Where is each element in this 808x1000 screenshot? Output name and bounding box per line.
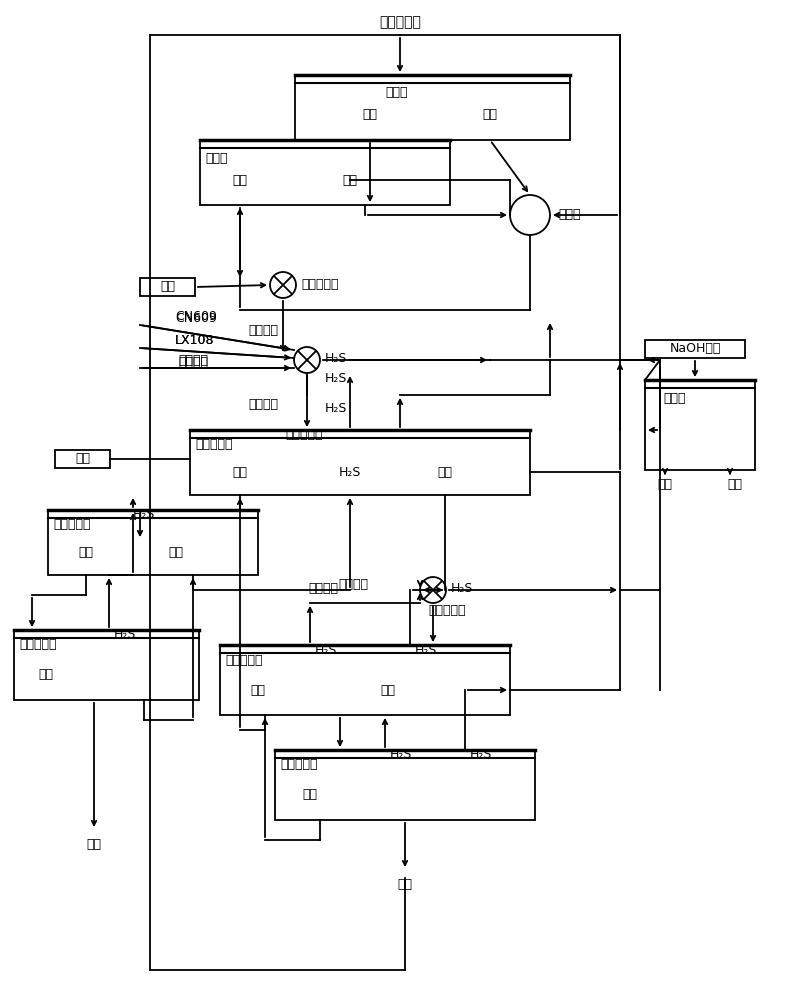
Bar (190, 430, 530, 495)
Text: 中矿: 中矿 (381, 684, 395, 696)
Text: 丁基黄药: 丁基黄药 (338, 578, 368, 591)
Text: 酸性矿浆: 酸性矿浆 (248, 324, 278, 336)
Text: H₂S: H₂S (325, 352, 347, 364)
Text: 旋流器: 旋流器 (385, 87, 407, 100)
Text: 硫酸: 硫酸 (160, 280, 175, 294)
Bar (275, 750, 535, 820)
Text: 泡沫: 泡沫 (302, 788, 318, 802)
Text: CN609: CN609 (175, 312, 217, 324)
Text: 沉砂: 沉砂 (482, 108, 498, 121)
Text: H₂S: H₂S (315, 644, 338, 656)
Bar (55, 450, 110, 468)
Text: 溢流: 溢流 (233, 174, 247, 186)
Text: LX108: LX108 (175, 334, 214, 347)
Text: 泡沫: 泡沫 (250, 684, 266, 696)
Text: LX108: LX108 (175, 334, 214, 347)
Text: 扫选搅拌槽: 扫选搅拌槽 (428, 603, 465, 616)
Text: H₂S: H₂S (339, 466, 361, 479)
Text: 精选浮选机: 精选浮选机 (19, 639, 57, 652)
Text: NaOH溶液: NaOH溶液 (669, 342, 721, 356)
Text: 丁基黄药: 丁基黄药 (308, 582, 338, 594)
Text: 泡沫: 泡沫 (233, 466, 247, 479)
Text: H₂S: H₂S (470, 748, 492, 762)
Text: H₂S: H₂S (325, 401, 347, 414)
Text: 尾气: 尾气 (658, 479, 672, 491)
Text: 粗选浮选机: 粗选浮选机 (285, 428, 322, 442)
Text: 扫选浮选机: 扫选浮选机 (225, 654, 263, 666)
Text: 球磨机: 球磨机 (558, 209, 580, 222)
Bar (645, 380, 755, 470)
Text: 尾矿: 尾矿 (398, 878, 413, 890)
Text: H₂S: H₂S (415, 644, 437, 656)
Bar (14, 630, 199, 700)
Text: 硫酸: 硫酸 (75, 452, 90, 466)
Text: 中矿: 中矿 (39, 668, 53, 682)
Text: H₂S: H₂S (133, 508, 155, 522)
Text: 粗选浮选机: 粗选浮选机 (195, 438, 233, 452)
Text: 矿浆搅拌槽: 矿浆搅拌槽 (301, 278, 339, 292)
Text: H₂S: H₂S (390, 748, 412, 762)
Text: H₂S: H₂S (451, 582, 473, 594)
Text: CN609: CN609 (175, 310, 217, 322)
Text: 废液: 废液 (727, 479, 743, 491)
Bar (48, 510, 258, 575)
Text: 丁基黄药: 丁基黄药 (178, 356, 208, 368)
Text: 丁基黄药: 丁基黄药 (178, 354, 208, 366)
Text: 酸性矿浆: 酸性矿浆 (248, 398, 278, 412)
Bar (140, 278, 195, 296)
Text: H₂S: H₂S (114, 629, 137, 642)
Bar (220, 645, 510, 715)
Bar (645, 340, 745, 358)
Text: 精选浮选机: 精选浮选机 (53, 518, 90, 532)
Bar (200, 140, 450, 205)
Text: 沉砂: 沉砂 (343, 174, 357, 186)
Text: 中矿: 中矿 (169, 546, 183, 558)
Bar (295, 75, 570, 140)
Text: H₂S: H₂S (325, 371, 347, 384)
Text: 中矿: 中矿 (437, 466, 452, 479)
Text: 一段尾矿浆: 一段尾矿浆 (379, 15, 421, 29)
Text: 吸收塔: 吸收塔 (663, 391, 685, 404)
Text: 泡沫: 泡沫 (78, 546, 94, 558)
Text: 扫选浮选机: 扫选浮选机 (280, 758, 318, 772)
Text: 精矿: 精矿 (86, 838, 102, 852)
Text: 旋流器: 旋流器 (205, 151, 228, 164)
Text: 溢流: 溢流 (363, 108, 377, 121)
